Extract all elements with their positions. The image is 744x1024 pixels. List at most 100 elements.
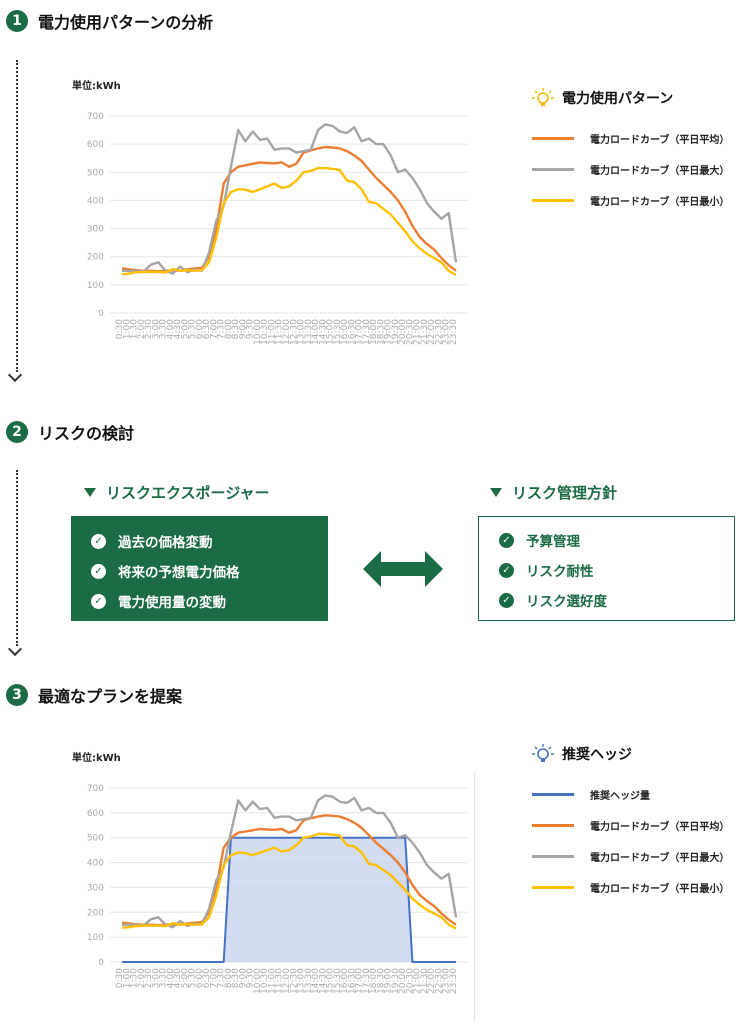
legend-title: 電力使用パターン (562, 91, 674, 107)
chart1-legend: 電力使用パターン 電力ロードカーブ（平日平均） 電力ロードカーブ（平日最大） 電… (532, 87, 729, 208)
x-tick-label: 11:30 (275, 319, 285, 345)
x-tick-label: 14:00 (311, 319, 321, 345)
check-circle-icon: ✓ (499, 562, 514, 578)
x-tick-label: 16:30 (347, 319, 357, 345)
x-tick-label: 8:00 (224, 968, 234, 988)
x-tick-label: 3:30 (159, 968, 169, 988)
x-tick-label: 3:30 (159, 319, 169, 339)
legend-swatch (532, 886, 574, 889)
x-tick-label: 9:30 (246, 319, 256, 339)
legend-item-min: 電力ロードカーブ（平日最小） (532, 880, 729, 895)
lightbulb-icon (532, 744, 554, 762)
list-item: ✓ 電力使用量の変動 (91, 586, 308, 616)
x-tick-label: 7:00 (209, 968, 219, 988)
list-item: ✓ 過去の価格変動 (91, 526, 308, 556)
step-3-header: 3 最適なプランを提案 (6, 683, 182, 707)
legend-item-min: 電力ロードカーブ（平日最小） (532, 193, 729, 208)
x-tick-label: 3:00 (151, 968, 161, 988)
x-tick-label: 13:30 (304, 319, 314, 345)
step-number-badge: 1 (6, 10, 28, 32)
list-item: ✓ 将来の予想電力価格 (91, 556, 308, 586)
chart2-legend: 推奨ヘッジ 推奨ヘッジ量 電力ロードカーブ（平日平均） 電力ロードカーブ（平日最… (532, 743, 729, 895)
x-tick-label: 16:30 (347, 968, 357, 994)
check-circle-icon: ✓ (91, 593, 106, 609)
x-tick-label: 4:00 (166, 319, 176, 339)
x-tick-label: 19:30 (391, 319, 401, 345)
section-title: リスク管理方針 (512, 484, 618, 502)
y-tick-label: 600 (87, 809, 104, 819)
legend-title: 推奨ヘッジ (562, 747, 632, 763)
hedge-chart: 0 100 200 300 400 500 600 700 0:301:001:302:002:… (87, 784, 468, 994)
x-tick-label: 19:30 (391, 968, 401, 994)
y-tick-label: 700 (87, 784, 104, 794)
x-tick-label: 1:00 (122, 319, 132, 339)
list-item-label: 電力使用量の変動 (118, 595, 226, 611)
chevron-down-icon (7, 641, 23, 657)
y-tick-label: 300 (87, 883, 104, 893)
x-tick-label: 5:30 (188, 319, 198, 339)
legend-swatch (532, 137, 574, 140)
x-tick-label: 10:30 (260, 319, 270, 345)
x-tick-label: 5:30 (188, 968, 198, 988)
y-tick-label: 100 (87, 281, 104, 291)
legend-item-max: 電力ロードカーブ（平日最大） (532, 849, 729, 864)
x-tick-label: 0:30 (115, 968, 125, 988)
x-tick-label: 14:00 (311, 968, 321, 994)
x-tick-label: 5:00 (180, 968, 190, 988)
x-tick-label: 20:00 (398, 319, 408, 345)
check-circle-icon: ✓ (91, 533, 106, 549)
list-item-label: 過去の価格変動 (118, 535, 213, 551)
triangle-down-icon (84, 488, 96, 497)
x-tick-label: 4:30 (173, 968, 183, 988)
legend-label: 推奨ヘッジ量 (590, 791, 650, 802)
legend-swatch (532, 199, 574, 202)
risk-policy-heading: リスク管理方針 (490, 482, 617, 503)
risk-exposure-box: ✓ 過去の価格変動 ✓ 将来の予想電力価格 ✓ 電力使用量の変動 (71, 516, 328, 621)
step-title: リスクの検討 (38, 424, 135, 443)
y-tick-label: 0 (98, 309, 104, 319)
x-tick-label: 2:30 (144, 968, 154, 988)
x-tick-label: 21:00 (413, 968, 423, 994)
y-tick-label: 700 (87, 112, 104, 122)
x-tick-label: 17:00 (355, 319, 365, 345)
legend-label: 電力ロードカーブ（平日最大） (590, 853, 730, 864)
hedge-area (122, 837, 456, 962)
x-tick-label: 8:00 (224, 319, 234, 339)
legend-header: 推奨ヘッジ (532, 743, 729, 765)
triangle-down-icon (490, 488, 502, 497)
y-tick-label: 600 (87, 140, 104, 150)
x-tick-label: 17:30 (362, 968, 372, 994)
x-tick-label: 10:00 (253, 319, 263, 345)
x-tick-label: 23:00 (442, 319, 452, 345)
x-tick-label: 14:30 (318, 319, 328, 345)
x-tick-label: 21:30 (420, 319, 430, 345)
step-title: 電力使用パターンの分析 (38, 13, 214, 32)
legend-item-max: 電力ロードカーブ（平日最大） (532, 162, 729, 177)
x-tick-label: 23:00 (442, 968, 452, 994)
x-tick-label: 7:30 (217, 968, 227, 988)
x-tick-label: 16:00 (340, 968, 350, 994)
chart2-unit-label: 単位:kWh (72, 753, 121, 764)
x-tick-label: 20:30 (405, 968, 415, 994)
flow-dotted-line (16, 470, 18, 646)
x-tick-label: 4:30 (173, 319, 183, 339)
legend-label: 電力ロードカーブ（平日最小） (590, 884, 730, 895)
y-tick-label: 400 (87, 859, 104, 869)
check-circle-icon: ✓ (91, 563, 106, 579)
series-line-2 (121, 166, 457, 277)
x-tick-label: 1:00 (122, 968, 132, 988)
chart1-unit-label: 単位:kWh (72, 81, 121, 92)
x-tick-label: 15:30 (333, 968, 343, 994)
x-tick-label: 10:00 (253, 968, 263, 994)
x-tick-label: 11:00 (267, 968, 277, 994)
x-tick-label: 15:30 (333, 319, 343, 345)
x-tick-label: 16:00 (340, 319, 350, 345)
x-tick-label: 11:00 (267, 319, 277, 345)
x-tick-label: 8:30 (231, 968, 241, 988)
x-tick-label: 22:30 (434, 319, 444, 345)
x-tick-label: 9:30 (246, 968, 256, 988)
y-tick-label: 500 (87, 168, 104, 178)
x-tick-label: 23:30 (449, 968, 459, 994)
legend-item-hedge: 推奨ヘッジ量 (532, 787, 729, 802)
x-tick-label: 0:30 (115, 319, 125, 339)
